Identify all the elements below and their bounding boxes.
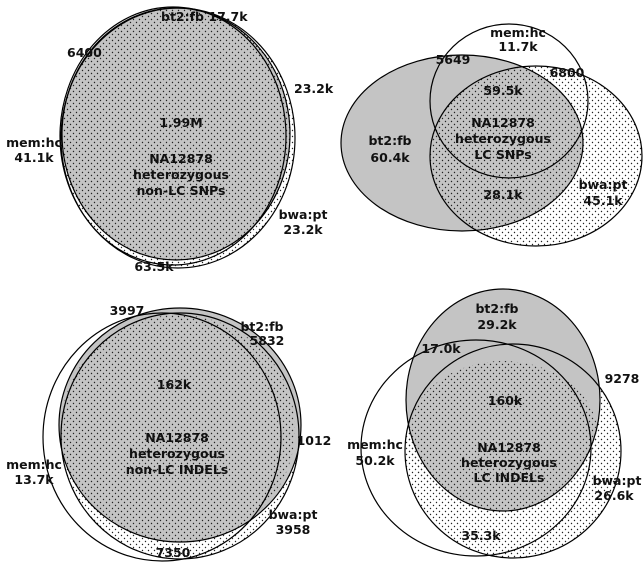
- venn-outline-mem-hc: [429, 23, 589, 179]
- set-label-mem-hc: mem:hc: [6, 457, 62, 472]
- panel-bottom-left: 3997 bt2:fb 5832 162k NA12878 heterozygo…: [6, 303, 332, 562]
- count-mem-hc-only: 11.7k: [498, 39, 538, 54]
- count-all-three: 162k: [157, 377, 192, 392]
- panel-title-line-3: LC SNPs: [474, 147, 531, 162]
- set-label-bwa-pt: bwa:pt: [579, 177, 628, 192]
- venn-overlap-texture: [408, 361, 598, 513]
- venn-outline-bt2-fb: [340, 54, 584, 232]
- panel-title-line-2: heterozygous: [455, 131, 551, 146]
- count-mem-hc-only: 13.7k: [14, 472, 54, 487]
- count-mem-bwa: 63.5k: [134, 259, 174, 274]
- count-all-three: 160k: [488, 393, 523, 408]
- set-label-bwa-pt: bwa:pt: [279, 207, 328, 222]
- venn-outline-bt2-fb: [58, 307, 302, 543]
- venn-outline-mem-hc: [360, 339, 592, 557]
- panel-title-line-2: heterozygous: [133, 167, 229, 182]
- count-bwa-pt-only: 3958: [276, 522, 311, 537]
- panel-title-line-3: non-LC SNPs: [137, 183, 226, 198]
- venn-outline-mem-hc: [59, 6, 287, 266]
- venn-outline-bt2-fb: [61, 7, 291, 261]
- set-label-bt2-fb: bt2:fb: [475, 301, 518, 316]
- panel-title-line-1: NA12878: [477, 440, 541, 455]
- count-mem-hc-only: 50.2k: [355, 453, 395, 468]
- count-mem-bwa: 7350: [156, 545, 191, 560]
- set-label-bt2-fb: bt2:fb: [368, 133, 411, 148]
- venn-outline-bwa-pt: [429, 65, 643, 247]
- set-label-bwa-pt: bwa:pt: [593, 473, 642, 488]
- count-bwa-pt-only: 23.2k: [283, 222, 323, 237]
- panel-title-line-2: heterozygous: [461, 455, 557, 470]
- panel-bottom-right: bt2:fb 29.2k 17.0k 9278 160k NA12878 het…: [347, 288, 642, 559]
- panel-title-line-1: NA12878: [145, 430, 209, 445]
- count-mem-bt2: 17.0k: [421, 341, 461, 356]
- count-mem-bwa: 35.3k: [461, 528, 501, 543]
- panel-title-line-2: heterozygous: [129, 446, 225, 461]
- set-label-mem-hc: mem:hc: [490, 25, 546, 40]
- count-mem-bt2: 3997: [110, 303, 145, 318]
- count-bt2-fb-only: 60.4k: [370, 150, 410, 165]
- venn-outline-bt2-fb: [405, 288, 601, 512]
- venn-overlap-texture: [61, 315, 295, 543]
- panel-top-left: bt2:fb 17.7k 6400 23.2k 1.99M mem:hc 41.…: [6, 6, 334, 274]
- count-mem-bt2: 6400: [67, 45, 102, 60]
- panel-title-line-3: non-LC INDELs: [126, 462, 229, 477]
- set-label-bwa-pt: bwa:pt: [269, 507, 318, 522]
- count-bwa-pt-only: 45.1k: [583, 193, 623, 208]
- set-label-mem-hc: mem:hc: [6, 135, 62, 150]
- count-bwa-pt-only: 26.6k: [594, 488, 634, 503]
- set-label-mem-hc: mem:hc: [347, 437, 403, 452]
- count-all-three: 1.99M: [159, 115, 202, 130]
- count-bt2-bwa: 28.1k: [483, 187, 523, 202]
- count-bt2-bwa: 9278: [605, 371, 640, 386]
- count-bt2-bwa: 1012: [297, 433, 332, 448]
- count-bt2-fb-only: 29.2k: [477, 317, 517, 332]
- count-bt2-fb-only: 5832: [250, 333, 285, 348]
- count-mem-bwa: 6800: [550, 65, 585, 80]
- count-mem-bt2: 5649: [436, 52, 471, 67]
- set-label-bt2-fb: bt2:fb: [240, 319, 283, 334]
- panel-top-right: mem:hc 11.7k 5649 6800 59.5k NA12878 het…: [340, 23, 643, 247]
- count-all-three: 59.5k: [483, 83, 523, 98]
- panel-title-line-3: LC INDELs: [474, 470, 545, 485]
- panel-title-line-1: NA12878: [471, 115, 535, 130]
- count-mem-hc-only: 41.1k: [14, 150, 54, 165]
- venn-outline-bwa-pt: [404, 343, 622, 559]
- set-label-bt2-fb: bt2:fb 17.7k: [161, 9, 248, 24]
- venn-set-bwa-pt: [430, 66, 642, 246]
- venn-overlap-texture: [62, 8, 290, 260]
- panel-title-line-1: NA12878: [149, 151, 213, 166]
- count-bt2-bwa: 23.2k: [294, 81, 334, 96]
- venn-outline-mem-hc: [42, 312, 282, 562]
